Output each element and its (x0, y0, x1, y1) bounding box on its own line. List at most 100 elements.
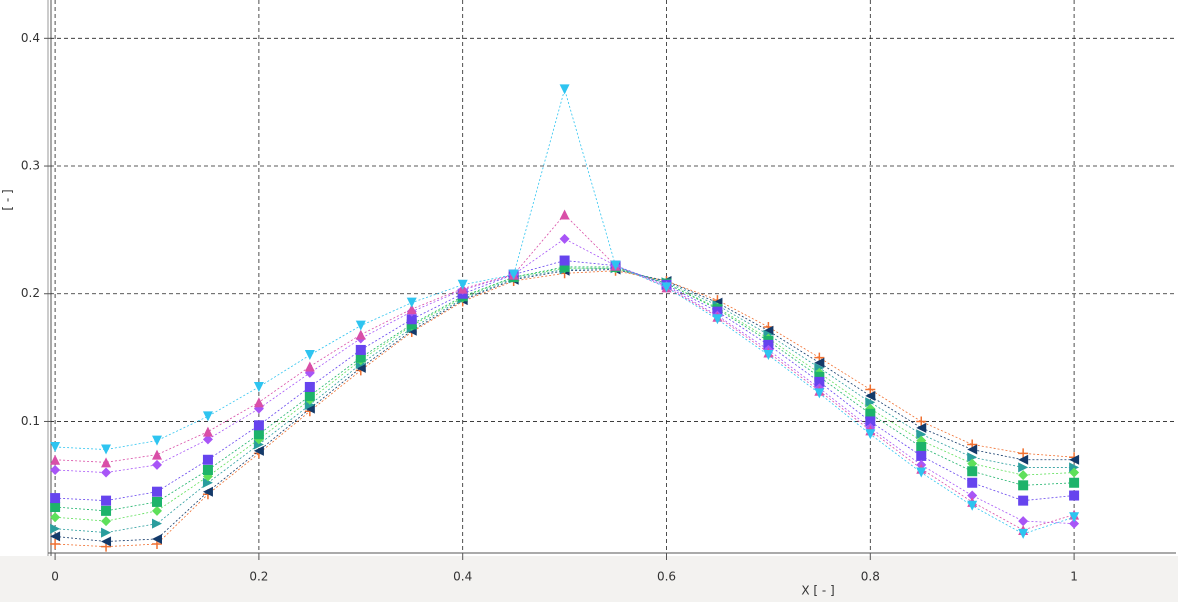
marker (253, 397, 264, 408)
marker (559, 233, 570, 244)
marker (865, 416, 876, 427)
series-line (55, 266, 1075, 512)
y-tick-label: 0.3 (21, 159, 40, 173)
marker (304, 399, 315, 410)
marker (50, 493, 61, 504)
marker (1018, 480, 1029, 491)
marker (304, 390, 315, 401)
x-tick-label: 0.8 (861, 570, 880, 584)
marker (916, 467, 927, 478)
marker (559, 261, 570, 272)
marker (50, 539, 61, 550)
marker (406, 314, 417, 325)
marker (253, 381, 264, 392)
marker (865, 390, 876, 401)
marker (865, 408, 876, 419)
marker (1069, 462, 1080, 473)
marker (101, 516, 112, 527)
marker (151, 518, 162, 529)
series-line (55, 267, 1075, 522)
marker (355, 352, 366, 363)
y-tick-label: 0.1 (21, 414, 40, 428)
marker (151, 533, 162, 544)
marker (814, 357, 825, 368)
marker (50, 531, 61, 542)
marker (559, 209, 570, 220)
marker (1069, 512, 1080, 523)
marker (253, 429, 264, 440)
marker (661, 282, 672, 293)
marker (202, 464, 213, 475)
x-tick-label: 0 (51, 570, 59, 584)
marker (1018, 470, 1029, 481)
marker (865, 429, 876, 440)
marker (1018, 528, 1029, 539)
marker (202, 411, 213, 422)
marker (814, 371, 825, 382)
marker (457, 279, 468, 290)
marker (763, 325, 774, 336)
marker (101, 505, 112, 516)
y-tick-label: 0.2 (21, 286, 40, 300)
marker (304, 350, 315, 361)
x-tick-label: 0.4 (453, 570, 472, 584)
marker (1018, 462, 1029, 473)
x-tick-label: 1 (1070, 570, 1078, 584)
marker (967, 444, 978, 455)
marker (763, 350, 774, 361)
marker (253, 439, 264, 450)
marker (101, 467, 112, 478)
x-tick-label: 0.2 (249, 570, 268, 584)
marker (50, 441, 61, 452)
marker (1018, 516, 1029, 527)
marker (1069, 518, 1080, 529)
marker (355, 320, 366, 331)
marker (50, 464, 61, 475)
marker (967, 452, 978, 463)
marker (151, 505, 162, 516)
marker (916, 422, 927, 433)
marker (916, 429, 927, 440)
marker (814, 376, 825, 387)
marker (916, 441, 927, 452)
marker (559, 255, 570, 266)
marker (355, 329, 366, 340)
marker (101, 444, 112, 455)
marker (967, 466, 978, 477)
marker (916, 450, 927, 461)
marker (355, 344, 366, 355)
x-tick-label: 0.6 (657, 570, 676, 584)
marker (253, 420, 264, 431)
marker (508, 269, 519, 280)
marker (202, 426, 213, 437)
marker (814, 388, 825, 399)
marker (50, 502, 61, 513)
marker (610, 260, 621, 271)
marker (1069, 454, 1080, 465)
marker (304, 361, 315, 372)
marker (101, 527, 112, 538)
marker (1018, 495, 1029, 506)
marker (763, 339, 774, 350)
marker (101, 457, 112, 468)
marker (916, 416, 927, 427)
marker (1069, 490, 1080, 501)
marker (865, 397, 876, 408)
marker (253, 445, 264, 456)
marker (712, 314, 723, 325)
marker (1069, 467, 1080, 478)
marker (1069, 477, 1080, 488)
y-axis-label: [ - ] (1, 189, 15, 210)
marker (50, 512, 61, 523)
marker (559, 84, 570, 95)
marker (50, 454, 61, 465)
marker (151, 449, 162, 460)
marker (101, 495, 112, 506)
marker (814, 362, 825, 373)
marker (151, 459, 162, 470)
marker (967, 458, 978, 469)
marker (865, 384, 876, 395)
marker (406, 297, 417, 308)
marker (50, 523, 61, 534)
